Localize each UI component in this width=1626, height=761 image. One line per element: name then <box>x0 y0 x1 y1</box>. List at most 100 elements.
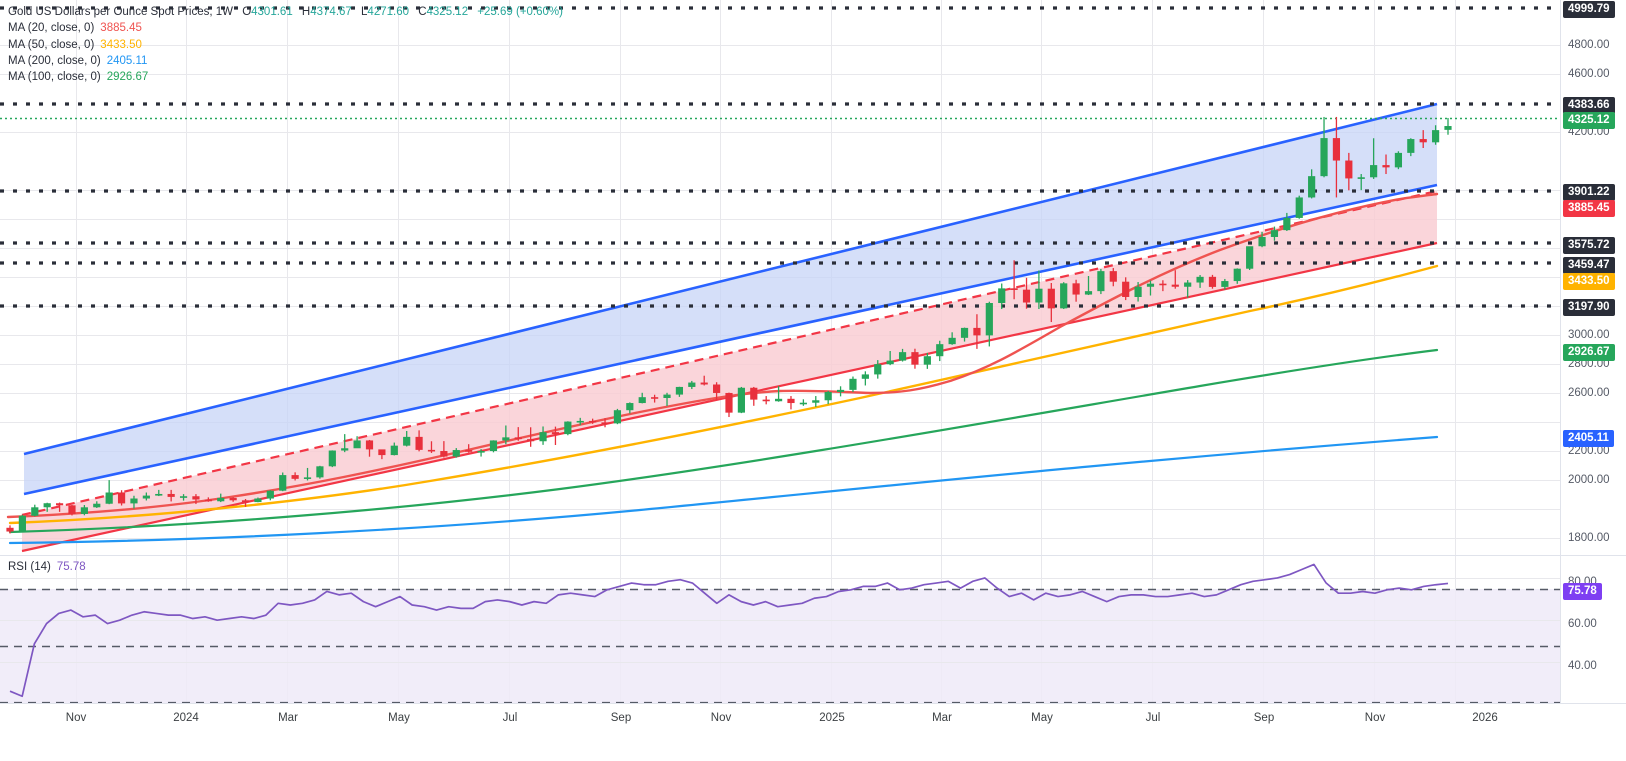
candle-body[interactable] <box>1208 276 1217 287</box>
candle-body[interactable] <box>1060 283 1068 309</box>
candle-body[interactable] <box>1022 289 1031 303</box>
candle-body[interactable] <box>861 374 869 379</box>
candle-body[interactable] <box>799 402 807 405</box>
candle-body[interactable] <box>55 503 64 506</box>
regression-channel-blue[interactable] <box>23 102 1438 496</box>
candle-body[interactable] <box>192 496 200 500</box>
candle-body[interactable] <box>688 382 696 387</box>
candle-body[interactable] <box>1370 165 1378 178</box>
candle-body[interactable] <box>465 450 473 452</box>
candle-body[interactable] <box>1432 130 1440 143</box>
candle-body[interactable] <box>836 389 845 392</box>
candle-body[interactable] <box>651 397 659 399</box>
candle-body[interactable] <box>1283 217 1291 231</box>
candle-body[interactable] <box>700 382 708 385</box>
candle-body[interactable] <box>527 439 535 442</box>
candle-body[interactable] <box>1196 276 1204 283</box>
candle-body[interactable] <box>849 378 857 390</box>
candle-body[interactable] <box>365 440 374 450</box>
candlestick-series[interactable] <box>6 116 1452 534</box>
candle-body[interactable] <box>663 394 671 398</box>
candle-body[interactable] <box>601 422 609 424</box>
price-level-lines[interactable] <box>0 6 1560 308</box>
candle-body[interactable] <box>1171 284 1179 287</box>
candle-body[interactable] <box>626 403 634 411</box>
candle-body[interactable] <box>1382 165 1390 168</box>
candle-body[interactable] <box>898 352 907 361</box>
candle-body[interactable] <box>43 503 51 508</box>
candle-body[interactable] <box>68 505 76 514</box>
candle-body[interactable] <box>1035 288 1043 303</box>
candle-body[interactable] <box>179 496 188 498</box>
candle-body[interactable] <box>291 475 299 479</box>
candle-body[interactable] <box>1444 126 1452 130</box>
candle-body[interactable] <box>1419 139 1427 143</box>
candle-body[interactable] <box>812 400 820 403</box>
candle-body[interactable] <box>105 492 113 504</box>
candle-body[interactable] <box>328 450 336 467</box>
candle-body[interactable] <box>130 498 138 504</box>
candle-body[interactable] <box>576 420 584 423</box>
candle-body[interactable] <box>1332 138 1341 161</box>
candle-body[interactable] <box>489 440 498 452</box>
candle-body[interactable] <box>1097 271 1105 292</box>
candle-body[interactable] <box>998 288 1006 304</box>
candle-body[interactable] <box>1146 283 1155 287</box>
candle-body[interactable] <box>452 450 460 457</box>
candle-body[interactable] <box>514 437 522 440</box>
candle-body[interactable] <box>737 387 745 413</box>
candle-body[interactable] <box>1394 152 1403 168</box>
rsi-pane[interactable] <box>0 563 1560 703</box>
candle-body[interactable] <box>155 493 163 496</box>
candle-body[interactable] <box>93 503 101 508</box>
candle-body[interactable] <box>675 386 684 395</box>
candle-body[interactable] <box>403 436 411 446</box>
candle-body[interactable] <box>911 352 919 365</box>
candle-body[interactable] <box>923 356 931 365</box>
candle-body[interactable] <box>551 432 560 435</box>
candle-body[interactable] <box>750 387 758 400</box>
candle-body[interactable] <box>1072 283 1080 295</box>
candle-body[interactable] <box>936 344 944 357</box>
candle-body[interactable] <box>874 364 882 375</box>
candle-body[interactable] <box>1295 197 1303 218</box>
candle-body[interactable] <box>985 303 993 336</box>
candle-body[interactable] <box>18 515 26 532</box>
candle-body[interactable] <box>1246 246 1254 269</box>
candle-body[interactable] <box>1270 230 1279 237</box>
candle-body[interactable] <box>353 440 361 449</box>
candle-body[interactable] <box>774 398 783 402</box>
candle-body[interactable] <box>254 498 262 503</box>
candle-body[interactable] <box>1407 139 1415 153</box>
candle-body[interactable] <box>6 527 14 532</box>
candle-body[interactable] <box>1345 160 1353 179</box>
candle-body[interactable] <box>973 327 981 336</box>
candle-body[interactable] <box>1258 236 1266 247</box>
candle-body[interactable] <box>1221 281 1229 287</box>
candle-body[interactable] <box>1084 291 1093 295</box>
candle-body[interactable] <box>713 384 721 393</box>
candle-body[interactable] <box>1134 286 1142 297</box>
candle-body[interactable] <box>824 391 832 401</box>
candle-body[interactable] <box>415 436 423 450</box>
candle-body[interactable] <box>80 507 88 514</box>
candle-body[interactable] <box>502 437 510 441</box>
candle-body[interactable] <box>390 445 398 456</box>
candle-body[interactable] <box>1357 177 1365 179</box>
candle-body[interactable] <box>787 398 795 404</box>
candle-body[interactable] <box>440 451 448 457</box>
candle-body[interactable] <box>1109 271 1117 282</box>
candle-body[interactable] <box>427 449 436 452</box>
candle-body[interactable] <box>279 475 287 491</box>
candle-body[interactable] <box>638 397 646 404</box>
candle-body[interactable] <box>477 451 485 453</box>
candle-body[interactable] <box>341 448 349 451</box>
candle-body[interactable] <box>217 497 225 502</box>
candle-body[interactable] <box>117 492 126 504</box>
candle-body[interactable] <box>1010 288 1018 290</box>
candle-body[interactable] <box>613 410 622 424</box>
candle-body[interactable] <box>1308 176 1316 198</box>
candle-body[interactable] <box>1233 268 1241 282</box>
candle-body[interactable] <box>142 495 150 499</box>
